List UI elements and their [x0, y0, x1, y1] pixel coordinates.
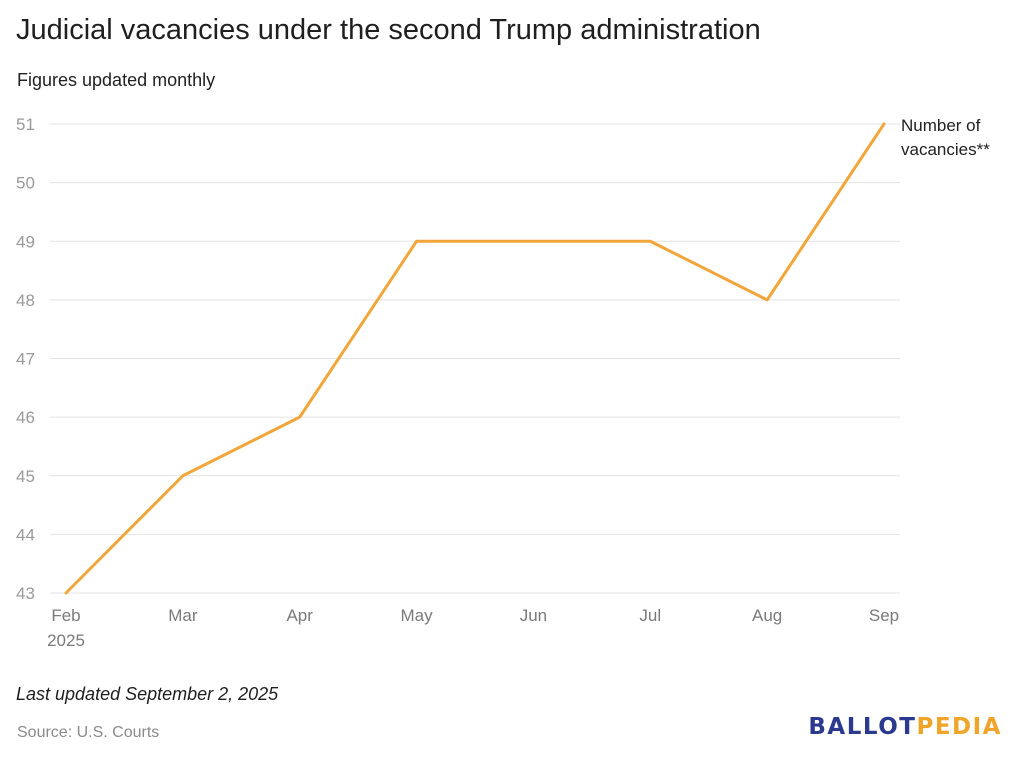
x-tick-label: Feb — [51, 606, 80, 625]
y-tick-label: 46 — [16, 408, 35, 427]
logo-text-ballot: BALLOT — [808, 714, 917, 740]
y-tick-label: 48 — [16, 291, 35, 310]
y-tick-label: 49 — [16, 232, 35, 251]
line-chart: 43 44 45 46 47 48 49 50 51 Feb 2025 Mar Apr May Jun Ju… — [16, 115, 990, 650]
chart-subtitle: Figures updated monthly — [17, 70, 216, 90]
x-tick-label: Aug — [752, 606, 782, 625]
series-label: Number of vacancies** — [901, 116, 990, 159]
y-tick-label: 47 — [16, 350, 35, 369]
logo-text-pedia: PEDIA — [916, 714, 1002, 740]
x-tick-label: May — [401, 606, 434, 625]
y-tick-label: 50 — [16, 174, 35, 193]
x-tick-label: Jun — [520, 606, 547, 625]
y-axis-tick-labels: 43 44 45 46 47 48 49 50 51 — [16, 115, 35, 603]
y-tick-label: 51 — [16, 115, 35, 134]
series-line — [64, 122, 886, 595]
source-note: Source: U.S. Courts — [17, 724, 160, 741]
x-tick-sublabel: 2025 — [47, 631, 85, 650]
x-tick-label: Jul — [639, 606, 661, 625]
chart-title: Judicial vacancies under the second Trum… — [16, 14, 761, 46]
x-tick-label: Mar — [168, 606, 198, 625]
series-label-layer: Number of vacancies** — [901, 116, 990, 159]
x-tick-label: Sep — [869, 606, 899, 625]
series-layer — [64, 122, 886, 595]
y-tick-label: 45 — [16, 467, 35, 486]
gridlines — [50, 123, 900, 594]
y-tick-label: 43 — [16, 584, 35, 603]
x-axis-tick-labels: Feb 2025 Mar Apr May Jun Jul Aug Sep — [47, 606, 899, 650]
x-tick-label: Apr — [286, 606, 313, 625]
y-tick-label: 44 — [16, 525, 35, 544]
ballotpedia-logo: BALLOTPEDIA — [808, 714, 1002, 740]
last-updated-note: Last updated September 2, 2025 — [16, 684, 279, 704]
